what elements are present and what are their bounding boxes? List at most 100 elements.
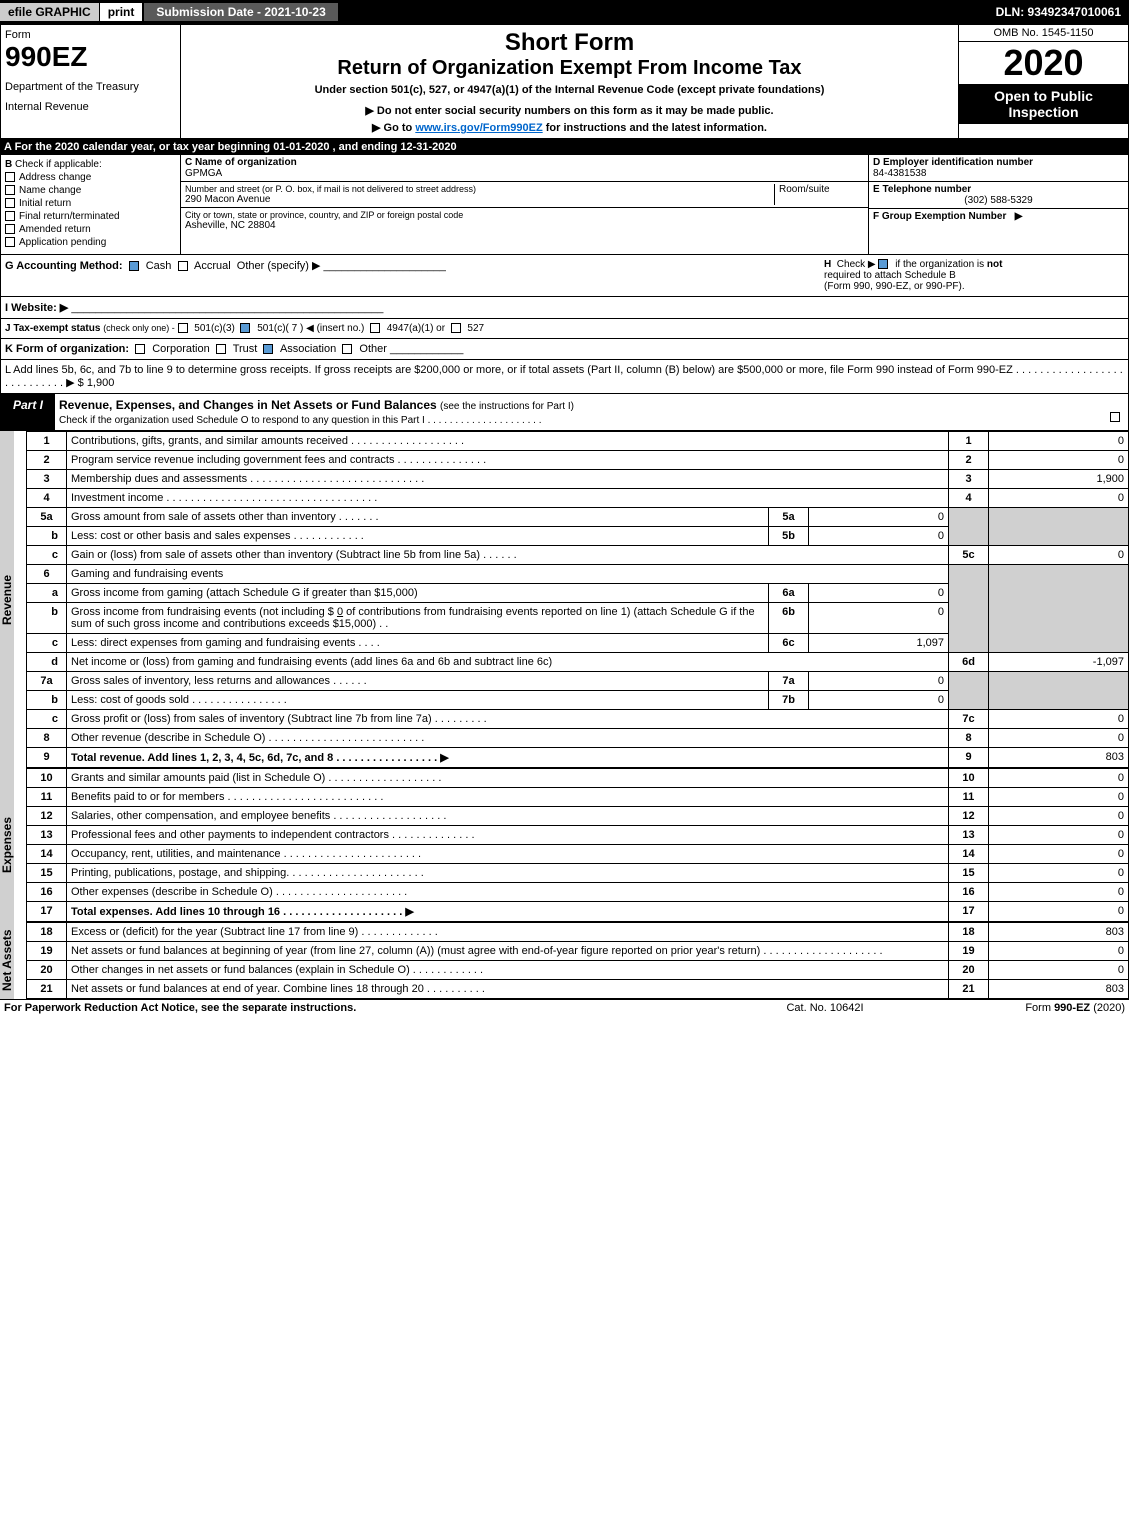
- line-11: 11Benefits paid to or for members . . . …: [27, 788, 1129, 807]
- l11-box: 11: [949, 788, 989, 807]
- l7a-num: 7a: [27, 672, 67, 691]
- checkbox-amended-return[interactable]: Amended return: [5, 224, 176, 235]
- h-check-text: Check ▶: [837, 259, 876, 270]
- l15-val: 0: [989, 864, 1129, 883]
- row-g-h: G Accounting Method: Cash Accrual Other …: [0, 255, 1129, 297]
- l5a-desc: Gross amount from sale of assets other t…: [67, 508, 769, 527]
- checkbox-cash[interactable]: [129, 261, 139, 271]
- l6b-desc: Gross income from fundraising events (no…: [67, 603, 769, 634]
- l11-desc: Benefits paid to or for members . . . . …: [67, 788, 949, 807]
- l16-desc: Other expenses (describe in Schedule O) …: [67, 883, 949, 902]
- cb-label-initial: Initial return: [19, 198, 71, 209]
- l9-box: 9: [949, 748, 989, 768]
- org-street: 290 Macon Avenue: [185, 194, 774, 205]
- line-21: 21Net assets or fund balances at end of …: [27, 980, 1129, 999]
- footer-form-post: (2020): [1090, 1002, 1125, 1014]
- expenses-table: 10Grants and similar amounts paid (list …: [26, 768, 1129, 922]
- j-501c3: 501(c)(3): [194, 323, 235, 334]
- l13-box: 13: [949, 826, 989, 845]
- line-7a: 7aGross sales of inventory, less returns…: [27, 672, 1129, 691]
- l16-box: 16: [949, 883, 989, 902]
- part1-check-box[interactable]: [1110, 412, 1120, 422]
- checkbox-address-change[interactable]: Address change: [5, 172, 176, 183]
- l19-desc: Net assets or fund balances at beginning…: [67, 942, 949, 961]
- l5ab-grayval: [989, 508, 1129, 546]
- line-1: 1Contributions, gifts, grants, and simil…: [27, 432, 1129, 451]
- footer-paperwork: For Paperwork Reduction Act Notice, see …: [4, 1002, 725, 1014]
- l7b-subval: 0: [809, 691, 949, 710]
- l18-box: 18: [949, 923, 989, 942]
- l7ab-graybox: [949, 672, 989, 710]
- revenue-side-label: Revenue: [0, 431, 14, 768]
- l3-val: 1,900: [989, 470, 1129, 489]
- print-button[interactable]: print: [99, 2, 144, 22]
- l7c-desc: Gross profit or (loss) from sales of inv…: [67, 710, 949, 729]
- cash-label: Cash: [146, 260, 172, 272]
- l13-desc: Professional fees and other payments to …: [67, 826, 949, 845]
- line-15: 15Printing, publications, postage, and s…: [27, 864, 1129, 883]
- checkbox-corp[interactable]: [135, 344, 145, 354]
- l4-desc: Investment income . . . . . . . . . . . …: [67, 489, 949, 508]
- l6d-val: -1,097: [989, 653, 1129, 672]
- checkbox-4947[interactable]: [370, 323, 380, 333]
- l16-num: 16: [27, 883, 67, 902]
- dept-treasury: Department of the Treasury: [5, 81, 176, 93]
- checkbox-trust[interactable]: [216, 344, 226, 354]
- checkbox-name-change[interactable]: Name change: [5, 185, 176, 196]
- checkbox-accrual[interactable]: [178, 261, 188, 271]
- open-to-public: Open to Public Inspection: [959, 84, 1128, 124]
- k-trust: Trust: [233, 343, 258, 355]
- l14-desc: Occupancy, rent, utilities, and maintena…: [67, 845, 949, 864]
- l12-val: 0: [989, 807, 1129, 826]
- line-4: 4Investment income . . . . . . . . . . .…: [27, 489, 1129, 508]
- checkbox-other-org[interactable]: [342, 344, 352, 354]
- netassets-block: Net Assets 18Excess or (deficit) for the…: [0, 922, 1129, 999]
- l7b-num: b: [27, 691, 67, 710]
- part1-tab: Part I: [1, 394, 55, 430]
- l20-desc: Other changes in net assets or fund bala…: [67, 961, 949, 980]
- line-16: 16Other expenses (describe in Schedule O…: [27, 883, 1129, 902]
- line-3: 3Membership dues and assessments . . . .…: [27, 470, 1129, 489]
- checkbox-assoc[interactable]: [263, 344, 273, 354]
- l5a-num: 5a: [27, 508, 67, 527]
- l3-box: 3: [949, 470, 989, 489]
- checkbox-527[interactable]: [451, 323, 461, 333]
- goto-post: for instructions and the latest informat…: [543, 122, 767, 134]
- l16-val: 0: [989, 883, 1129, 902]
- footer-form: Form 990-EZ (2020): [925, 1002, 1125, 1014]
- form-word: Form: [5, 29, 176, 41]
- l11-val: 0: [989, 788, 1129, 807]
- accrual-label: Accrual: [194, 260, 231, 272]
- checkbox-501c3[interactable]: [178, 323, 188, 333]
- k-other: Other: [359, 343, 387, 355]
- l18-desc: Excess or (deficit) for the year (Subtra…: [67, 923, 949, 942]
- line-6: 6Gaming and fundraising events: [27, 565, 1129, 584]
- checkbox-h[interactable]: [878, 259, 888, 269]
- l7c-box: 7c: [949, 710, 989, 729]
- l5b-subval: 0: [809, 527, 949, 546]
- l1-desc: Contributions, gifts, grants, and simila…: [67, 432, 949, 451]
- l19-num: 19: [27, 942, 67, 961]
- org-city-box: City or town, state or province, country…: [181, 208, 868, 233]
- checkbox-initial-return[interactable]: Initial return: [5, 198, 176, 209]
- line-9: 9Total revenue. Add lines 1, 2, 3, 4, 5c…: [27, 748, 1129, 768]
- ein-label: D Employer identification number: [873, 157, 1124, 168]
- l9-val: 803: [989, 748, 1129, 768]
- l6b-subval: 0: [809, 603, 949, 634]
- l21-box: 21: [949, 980, 989, 999]
- goto-link[interactable]: www.irs.gov/Form990EZ: [415, 122, 542, 134]
- checkbox-501c[interactable]: [240, 323, 250, 333]
- under-section-text: Under section 501(c), 527, or 4947(a)(1)…: [185, 84, 954, 96]
- footer-form-bold: 990-EZ: [1054, 1002, 1090, 1014]
- goto-pre: ▶ Go to: [372, 122, 415, 134]
- checkbox-final-return[interactable]: Final return/terminated: [5, 211, 176, 222]
- l7c-val: 0: [989, 710, 1129, 729]
- org-name-box: C Name of organization GPMGA: [181, 155, 868, 182]
- l5c-val: 0: [989, 546, 1129, 565]
- c-city-label: City or town, state or province, country…: [185, 210, 864, 220]
- line-18: 18Excess or (deficit) for the year (Subt…: [27, 923, 1129, 942]
- other-specify-label: Other (specify) ▶: [237, 260, 321, 272]
- l6d-num: d: [27, 653, 67, 672]
- return-title: Return of Organization Exempt From Incom…: [185, 57, 954, 80]
- checkbox-application-pending[interactable]: Application pending: [5, 237, 176, 248]
